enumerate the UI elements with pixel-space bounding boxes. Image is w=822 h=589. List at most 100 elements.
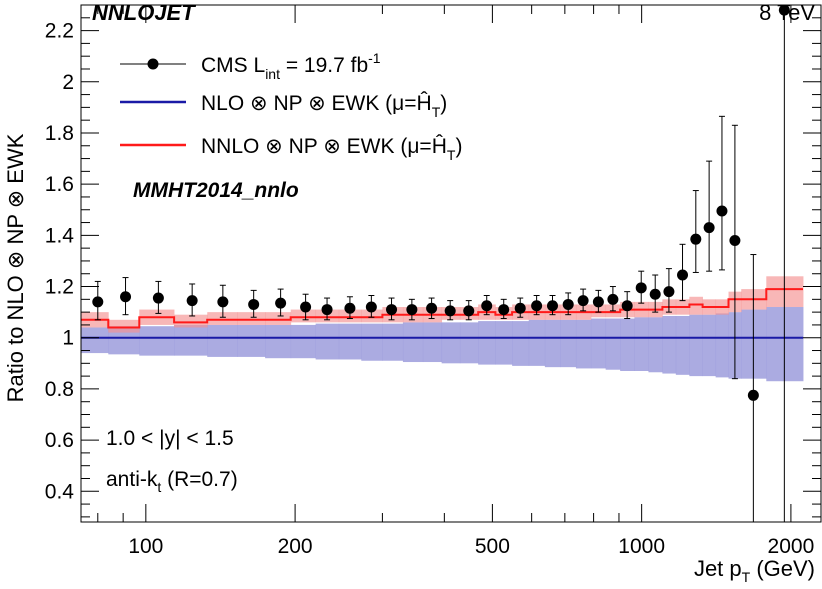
x-tick-label: 200 xyxy=(278,535,313,558)
nnlojet-label: NNLOJET xyxy=(92,0,196,25)
nnlo-band-bin xyxy=(689,296,703,315)
legend: CMS Lint = 19.7 fb-1 NLO ⊗ NP ⊗ EWK (μ=Ĥ… xyxy=(120,50,462,163)
nlo-band-bin xyxy=(544,319,561,368)
nlo-band-bin xyxy=(265,324,292,359)
data-point xyxy=(463,305,475,317)
axis-ticks: 0.4 0.6 0.8 1 1.2 1.4 1.6 1.8 2 2.2 100 200 500 1000 2… xyxy=(45,4,821,558)
nlo-band-bin xyxy=(675,315,690,375)
nlo-band-bin xyxy=(648,317,663,373)
nlo-band-bin xyxy=(174,324,208,356)
nlo-band-bin xyxy=(402,322,424,363)
y-tick-label: 0.4 xyxy=(45,480,75,503)
rapidity-label: 1.0 < |y| < 1.5 xyxy=(106,427,234,450)
y-tick-label: 1 xyxy=(62,327,74,350)
data-point xyxy=(703,222,715,234)
nnlo-band-bin xyxy=(174,314,208,328)
data-point xyxy=(677,269,689,281)
data-point xyxy=(217,296,229,308)
nlo-band-bin xyxy=(459,322,479,364)
nlo-band-bin xyxy=(478,321,496,365)
x-tick-label: 100 xyxy=(128,535,163,558)
data-point xyxy=(426,302,438,314)
data-point xyxy=(406,304,418,316)
nlo-band-bin xyxy=(575,319,592,369)
nlo-band-bin xyxy=(702,314,717,377)
nlo-band-bin xyxy=(237,324,266,357)
data-point xyxy=(592,296,604,308)
x-tick-label: 2000 xyxy=(768,535,815,558)
data-point xyxy=(365,301,377,313)
nlo-band-bin xyxy=(689,314,703,377)
nnlo-band-bin xyxy=(207,312,238,325)
data-point xyxy=(514,302,526,314)
data-point xyxy=(531,300,543,312)
nlo-band-bin xyxy=(207,324,238,357)
data-point xyxy=(663,286,675,298)
nlo-band-bin xyxy=(422,322,443,363)
nlo-band-bin xyxy=(662,315,677,374)
data-point xyxy=(275,297,287,309)
data-point xyxy=(444,305,456,317)
data-point xyxy=(690,233,702,245)
legend-data-marker xyxy=(147,58,159,70)
nnlo-band-bin xyxy=(265,312,292,325)
nlo-band-bin xyxy=(715,313,729,378)
y-tick-label: 1.2 xyxy=(45,276,74,299)
nlo-band-bin xyxy=(361,323,383,361)
data-point xyxy=(120,291,132,303)
y-tick-label: 1.8 xyxy=(45,122,74,145)
nnlo-band-bin xyxy=(237,312,266,325)
data-point xyxy=(248,298,260,310)
x-axis-title: Jet pT (GeV) xyxy=(694,556,815,585)
nnlo-band-bin xyxy=(361,309,383,323)
data-point xyxy=(498,304,510,316)
y-tick-label: 1.4 xyxy=(45,224,75,247)
nlo-band-bin xyxy=(441,322,461,364)
data-point xyxy=(778,4,790,16)
nlo-band-bin xyxy=(290,324,317,359)
legend-data-label: CMS Lint = 19.7 fb-1 xyxy=(201,50,381,82)
x-tick-label: 500 xyxy=(475,535,510,558)
data-point xyxy=(716,205,728,217)
data-point xyxy=(386,304,398,316)
data-point xyxy=(92,296,104,308)
nlo-band-bin xyxy=(634,317,649,371)
nlo-band-bin xyxy=(315,323,340,360)
data-point xyxy=(607,293,619,305)
nlo-band-bin xyxy=(81,327,109,354)
data-point xyxy=(186,295,198,307)
nlo-band-bin xyxy=(338,323,362,360)
plot-frame xyxy=(80,4,822,523)
nlo-band-bin xyxy=(741,309,767,379)
nlo-band-bin xyxy=(495,321,513,365)
algorithm-label: anti-kt (R=0.7) xyxy=(106,468,238,495)
nlo-band-bin xyxy=(590,318,607,369)
y-tick-label: 2 xyxy=(62,71,74,94)
data-point xyxy=(481,300,493,312)
data-point xyxy=(344,302,356,314)
data-point xyxy=(152,292,164,304)
data-point xyxy=(562,298,574,310)
nlo-band-bin xyxy=(605,318,621,370)
nlo-band-bin xyxy=(139,326,175,356)
data-point xyxy=(577,295,589,307)
legend-nnlo-label: NNLO ⊗ NP ⊗ EWK (μ=ĤT) xyxy=(201,135,462,163)
nlo-band-bin xyxy=(620,318,635,371)
data-point xyxy=(321,304,333,316)
nnlo-band-bin xyxy=(108,319,140,333)
nnlo-band-bin xyxy=(766,276,804,308)
data-point xyxy=(547,300,559,312)
data-point xyxy=(621,300,633,312)
data-point xyxy=(747,389,759,401)
nlo-band-bin xyxy=(766,307,804,382)
x-tick-label: 1000 xyxy=(618,535,665,558)
pdf-label: MMHT2014_nnlo xyxy=(133,179,299,202)
data-point xyxy=(649,288,661,300)
data-point xyxy=(635,282,647,294)
nlo-band-bin xyxy=(382,323,404,361)
data-points xyxy=(92,4,790,522)
y-tick-label: 0.8 xyxy=(45,378,74,401)
y-tick-label: 2.2 xyxy=(45,20,74,43)
uncertainty-bands xyxy=(81,276,804,382)
